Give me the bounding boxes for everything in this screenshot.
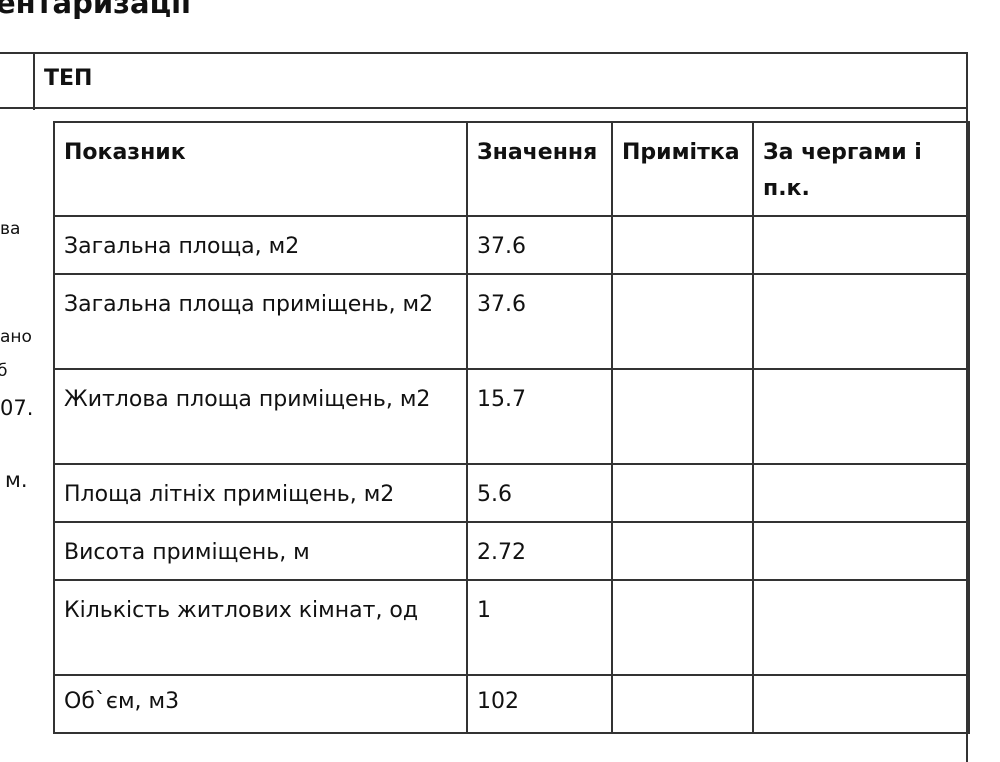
left-text-fragment: ано <box>0 327 32 347</box>
cell-value: 37.6 <box>466 215 613 275</box>
cell-indicator: Об`єм, м3 <box>53 674 468 734</box>
cell-by-stages <box>752 463 970 523</box>
cell-note <box>611 674 754 734</box>
left-text-fragment: б <box>0 361 8 381</box>
cell-note <box>611 215 754 275</box>
tep-table: Показник Значення Примітка За чергами і … <box>53 121 970 734</box>
table-row: Кількість житлових кімнат, од 1 <box>53 579 970 676</box>
header-indicator: Показник <box>53 121 468 217</box>
cell-by-stages <box>752 368 970 465</box>
header-by-stages: За чергами і п.к. <box>752 121 970 217</box>
cell-indicator: Загальна площа, м2 <box>53 215 468 275</box>
cell-value: 1 <box>466 579 613 676</box>
table-row: Висота приміщень, м 2.72 <box>53 521 970 581</box>
left-text-fragment: ва <box>0 219 21 239</box>
cell-by-stages <box>752 521 970 581</box>
left-text-fragment: 07. <box>0 396 34 420</box>
table-row: Площа літніх приміщень, м2 5.6 <box>53 463 970 523</box>
left-text-fragment: м. <box>5 468 28 492</box>
cell-indicator: Загальна площа приміщень, м2 <box>53 273 468 370</box>
outer-table-row <box>0 52 968 109</box>
table-row: Загальна площа приміщень, м2 37.6 <box>53 273 970 370</box>
cell-by-stages <box>752 674 970 734</box>
cell-indicator: Кількість житлових кімнат, од <box>53 579 468 676</box>
cell-indicator: Площа літніх приміщень, м2 <box>53 463 468 523</box>
table-header-row: Показник Значення Примітка За чергами і … <box>53 121 970 217</box>
cell-value: 5.6 <box>466 463 613 523</box>
table-row: Об`єм, м3 102 <box>53 674 970 734</box>
cell-value: 2.72 <box>466 521 613 581</box>
cell-by-stages <box>752 273 970 370</box>
section-label: ТЕП <box>44 66 93 91</box>
cell-value: 102 <box>466 674 613 734</box>
table-row: Загальна площа, м2 37.6 <box>53 215 970 275</box>
cell-note <box>611 463 754 523</box>
cell-indicator: Висота приміщень, м <box>53 521 468 581</box>
cell-note <box>611 368 754 465</box>
table-row: Житлова площа приміщень, м2 15.7 <box>53 368 970 465</box>
cell-value: 37.6 <box>466 273 613 370</box>
outer-table-divider <box>33 52 35 110</box>
cell-by-stages <box>752 579 970 676</box>
header-value: Значення <box>466 121 613 217</box>
cell-note <box>611 273 754 370</box>
page-title: ентаризації <box>0 0 191 20</box>
cell-note <box>611 521 754 581</box>
header-note: Примітка <box>611 121 754 217</box>
cell-value: 15.7 <box>466 368 613 465</box>
cell-note <box>611 579 754 676</box>
cell-by-stages <box>752 215 970 275</box>
cell-indicator: Житлова площа приміщень, м2 <box>53 368 468 465</box>
